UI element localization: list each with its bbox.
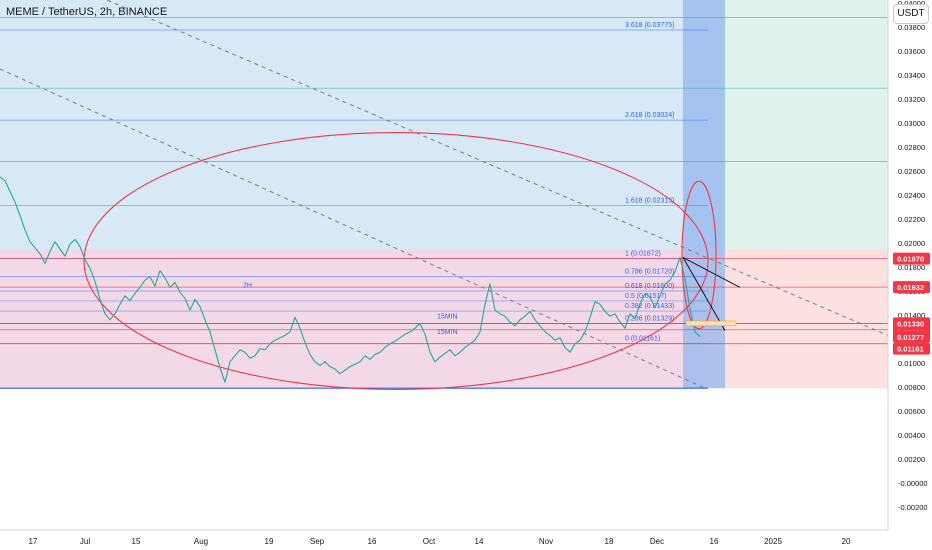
price-line [0,176,701,383]
y-tick-label: 0.03200 [898,95,925,104]
x-tick-label: Aug [194,537,208,546]
y-tick-label: 0.01800 [898,263,925,272]
x-tick-label: 20 [842,537,851,546]
fib-label: 0.618 (0.01600) [625,283,674,290]
y-tick-label: 0.00400 [898,431,925,440]
y-tick-label: 0.02400 [898,191,925,200]
price-badge-label: 0.01330 [897,319,924,328]
currency-button[interactable]: USDT [893,4,929,24]
price-badge [893,252,930,265]
fib-zone [0,0,720,249]
fib-label: 3.618 (0.03775) [625,22,674,29]
x-tick-label: 14 [475,537,484,546]
x-tick-label: Dec [650,537,664,546]
stop-zone [705,249,888,389]
fib-label: 1.618 (0.02313) [625,197,674,204]
loss-zone [0,249,705,389]
symbol-title: MEME / TetherUS, 2h, BINANCE [6,6,168,18]
dashed-trendline [105,0,889,336]
x-tick-label: Oct [423,537,436,546]
fib-label: 2.618 (0.03024) [625,112,674,119]
y-tick-label: 0.00200 [898,455,925,464]
pattern-ellipse [83,132,709,390]
fib-label: 1 (0.01872) [625,250,661,257]
x-tick-label: 16 [710,537,719,546]
orange-marker [685,320,737,327]
y-tick-label: 0.02600 [898,167,925,176]
y-tick-label: 0.02200 [898,215,925,224]
x-tick-label: Nov [539,537,553,546]
y-tick-label: 0.01400 [898,311,925,320]
fib-label: 0.382 (0.01433) [625,303,674,310]
y-tick-label: -0.00200 [898,503,928,512]
y-tick-label: 0.01000 [898,359,925,368]
chart-annotation: 15MIN [437,329,458,336]
fib-label: 0.236 (0.01329) [625,316,674,323]
y-tick-label: 0.02800 [898,143,925,152]
price-badge-label: 0.01870 [897,255,924,264]
price-badge-label: 0.01632 [897,283,924,292]
price-badge [893,317,930,330]
chart-annotation: 2H [243,282,252,289]
x-tick-label: 2025 [764,537,782,546]
price-badge-label: 0.01277 [897,333,924,342]
price-badge [893,281,930,294]
y-tick-label: 0.02000 [898,239,925,248]
x-tick-label: 15 [132,537,141,546]
x-tick-label: Sep [310,537,325,546]
y-tick-label: 0.03800 [898,23,925,32]
price-badge [893,342,930,355]
y-tick-label: 0.03000 [898,119,925,128]
small-ellipse [681,180,717,330]
price-axis-bg [888,0,932,550]
fib-label: 0.786 (0.01720) [625,269,674,276]
y-tick-label: -0.00000 [898,479,928,488]
fib-label: 0.5 (0.01517) [625,293,667,300]
x-tick-label: Jul [80,537,90,546]
y-tick-label: 0.03600 [898,47,925,56]
x-tick-label: 19 [265,537,274,546]
y-tick-label: 0.00800 [898,383,925,392]
trendline-upper [682,256,741,288]
y-tick-label: 0.00600 [898,407,925,416]
x-tick-label: 18 [605,537,614,546]
x-tick-label: 17 [29,537,38,546]
chart-annotation: 15MIN [437,314,458,321]
y-tick-label: 0.03400 [898,71,925,80]
price-badge [893,330,930,343]
dashed-trendline [0,68,706,389]
trendline-lower [682,257,726,331]
price-badge-label: 0.01161 [897,345,924,354]
x-tick-label: 16 [368,537,377,546]
